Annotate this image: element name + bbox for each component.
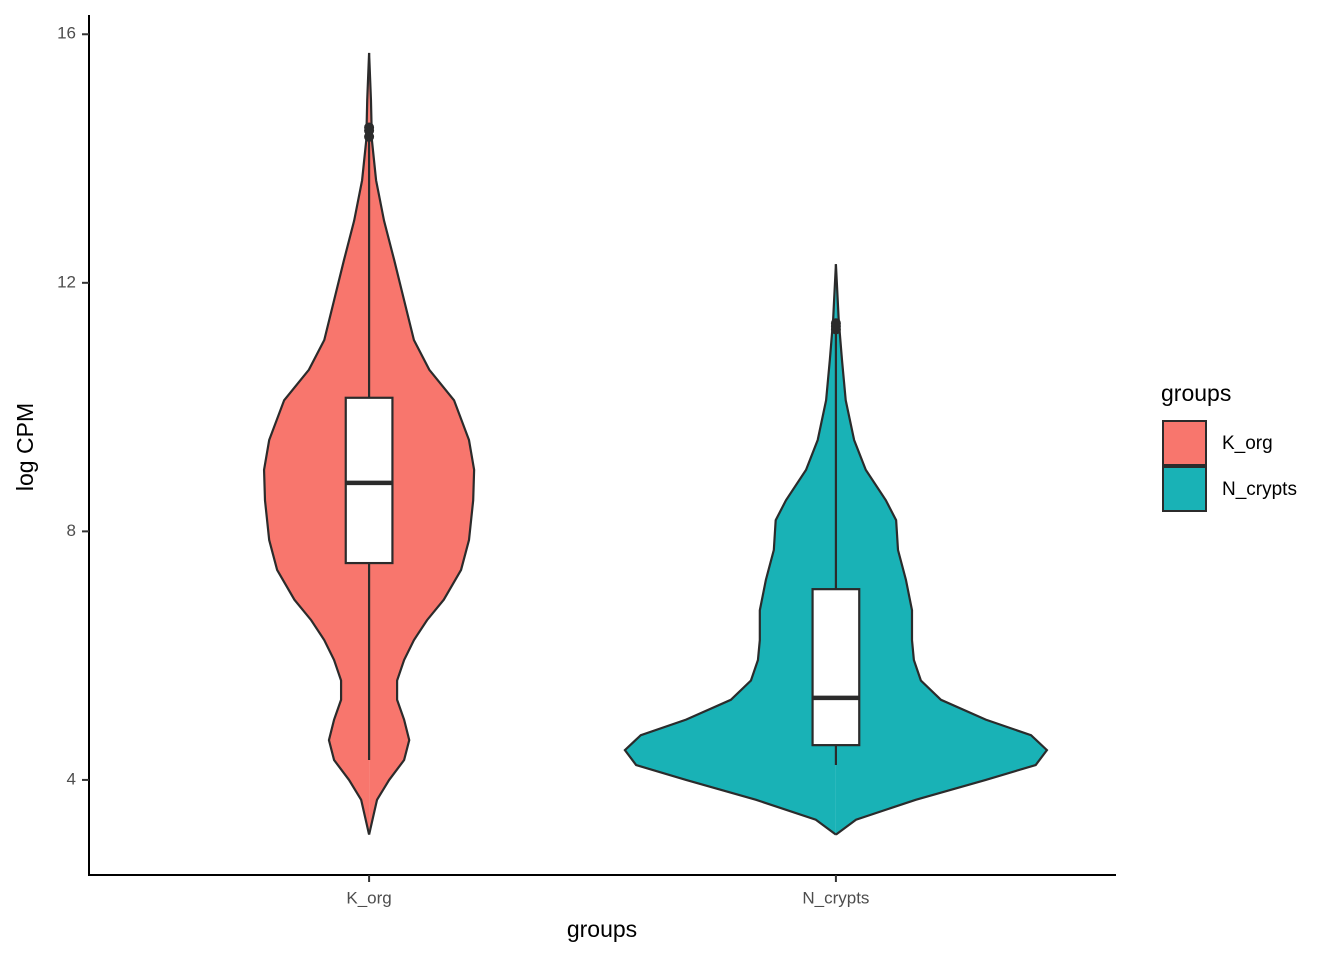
outlier <box>830 318 841 329</box>
violin-outline <box>367 52 476 835</box>
y-tick-label: 4 <box>67 769 76 788</box>
y-tick-label: 8 <box>67 521 76 540</box>
violin-outline <box>834 264 1049 836</box>
x-tick-label: K_org <box>346 888 391 907</box>
x-tick-label: N_crypts <box>802 888 869 907</box>
y-tick-label: 12 <box>57 272 76 291</box>
legend-title: groups <box>1161 380 1231 406</box>
y-tick-label: 16 <box>57 24 76 43</box>
box <box>344 396 394 565</box>
violin-outline <box>623 264 838 836</box>
violin-fill <box>369 52 475 835</box>
violin-outline <box>262 52 371 835</box>
outlier <box>364 122 375 133</box>
legend-label: K_org <box>1222 433 1273 454</box>
legend-label: N_crypts <box>1222 479 1297 500</box>
y-axis-title: log CPM <box>12 403 38 491</box>
legend-key <box>1162 466 1207 512</box>
violin-fill <box>835 264 1047 835</box>
violin-fill <box>264 52 370 835</box>
box <box>811 588 861 747</box>
legend-key <box>1162 420 1207 466</box>
violin-fill <box>624 264 836 835</box>
x-axis-title: groups <box>567 916 637 942</box>
